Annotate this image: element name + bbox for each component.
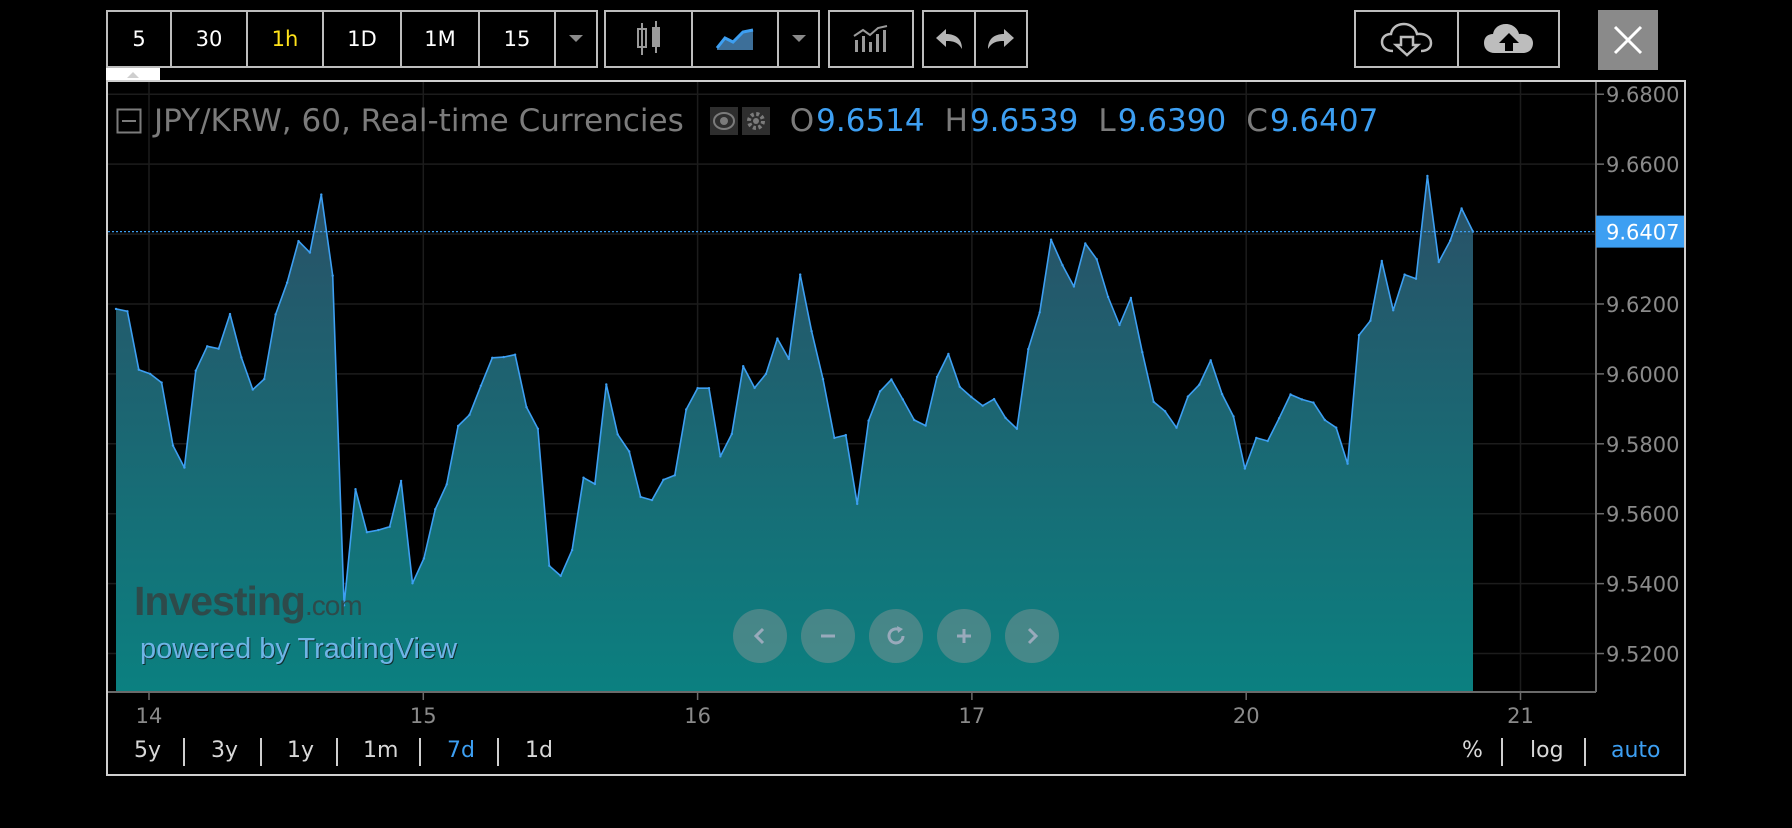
cloud-toolbar	[1354, 10, 1560, 68]
save-chart-button[interactable]	[1459, 12, 1558, 66]
auto-scale-button[interactable]: auto	[1611, 738, 1661, 763]
load-chart-button[interactable]	[1356, 12, 1459, 66]
range-separator	[419, 738, 421, 766]
history-toolbar	[922, 10, 1028, 68]
candlestick-style-button[interactable]	[606, 12, 693, 66]
undo-button[interactable]	[924, 12, 976, 66]
interval-button-1h[interactable]: 1h	[248, 12, 324, 66]
undo-icon	[936, 29, 962, 49]
plus-icon	[957, 629, 971, 643]
powered-by-text: powered by TradingView	[140, 633, 458, 665]
high-label: H	[944, 103, 968, 139]
interval-button-5[interactable]: 5	[108, 12, 172, 66]
range-1d-button[interactable]: 1d	[525, 738, 553, 763]
redo-icon	[988, 29, 1014, 49]
range-5y-button[interactable]: 5y	[134, 738, 162, 763]
chevron-right-icon	[1027, 627, 1039, 645]
redo-button[interactable]	[976, 12, 1026, 66]
range-3y-button[interactable]: 3y	[211, 738, 239, 763]
interval-button-30[interactable]: 30	[172, 12, 248, 66]
scroll-right-button[interactable]	[1005, 609, 1059, 663]
open-label: O	[789, 103, 815, 139]
range-separator	[183, 738, 185, 766]
interval-button-1d[interactable]: 1D	[324, 12, 402, 66]
scroll-left-button[interactable]	[733, 609, 787, 663]
range-1m-button[interactable]: 1m	[363, 738, 399, 763]
cloud-download-icon	[1380, 22, 1432, 57]
high-value: 9.6539	[969, 103, 1079, 139]
low-value: 9.6390	[1117, 103, 1227, 139]
reset-button[interactable]	[869, 609, 923, 663]
area-chart-icon	[715, 28, 754, 50]
toolbar-collapse-tab[interactable]	[106, 68, 160, 80]
range-1y-button[interactable]: 1y	[287, 738, 315, 763]
minus-icon	[821, 634, 835, 638]
close-label: C	[1246, 103, 1268, 139]
close-icon	[1613, 25, 1643, 55]
zoom-in-button[interactable]	[937, 609, 991, 663]
chevron-down-icon	[791, 35, 806, 42]
interval-button-1m[interactable]: 1M	[402, 12, 480, 66]
interval-button-15[interactable]: 15	[480, 12, 556, 66]
investing-logo: Investing.com	[134, 578, 363, 624]
gear-icon[interactable]	[741, 107, 770, 135]
percent-scale-button[interactable]: %	[1462, 738, 1483, 763]
chevron-down-icon	[569, 35, 583, 42]
eye-icon[interactable]	[709, 107, 738, 135]
area-style-button[interactable]	[693, 12, 779, 66]
zoom-out-button[interactable]	[801, 609, 855, 663]
range-separator	[260, 738, 262, 766]
range-7d-button[interactable]: 7d	[447, 738, 475, 763]
close-button[interactable]	[1598, 10, 1658, 70]
candlestick-icon	[636, 21, 660, 55]
chevron-left-icon	[753, 627, 765, 645]
indicators-toolbar	[828, 10, 914, 68]
log-scale-button[interactable]: log	[1530, 738, 1564, 763]
chart-style-dropdown-button[interactable]	[779, 12, 818, 66]
range-separator	[336, 738, 338, 766]
indicators-icon	[853, 25, 888, 52]
indicators-button[interactable]	[830, 12, 912, 66]
interval-toolbar: 5 30 1h 1D 1M 15	[106, 10, 598, 68]
close-value: 9.6407	[1269, 103, 1379, 139]
collapse-legend-icon[interactable]	[116, 108, 142, 134]
scale-separator	[1584, 738, 1586, 766]
low-label: L	[1098, 103, 1116, 139]
chart-style-toolbar	[604, 10, 820, 68]
scale-separator	[1501, 738, 1503, 766]
chart-legend: JPY/KRW, 60, Real-time Currencies O 9.651…	[116, 100, 1378, 142]
range-separator	[497, 738, 499, 766]
chevron-up-icon	[127, 72, 139, 78]
symbol-title: JPY/KRW, 60, Real-time Currencies	[154, 103, 684, 139]
cloud-upload-icon	[1483, 24, 1533, 53]
chart-frame	[106, 80, 1686, 776]
open-value: 9.6514	[816, 103, 925, 139]
interval-dropdown-button[interactable]	[556, 12, 596, 66]
refresh-icon	[887, 626, 905, 645]
